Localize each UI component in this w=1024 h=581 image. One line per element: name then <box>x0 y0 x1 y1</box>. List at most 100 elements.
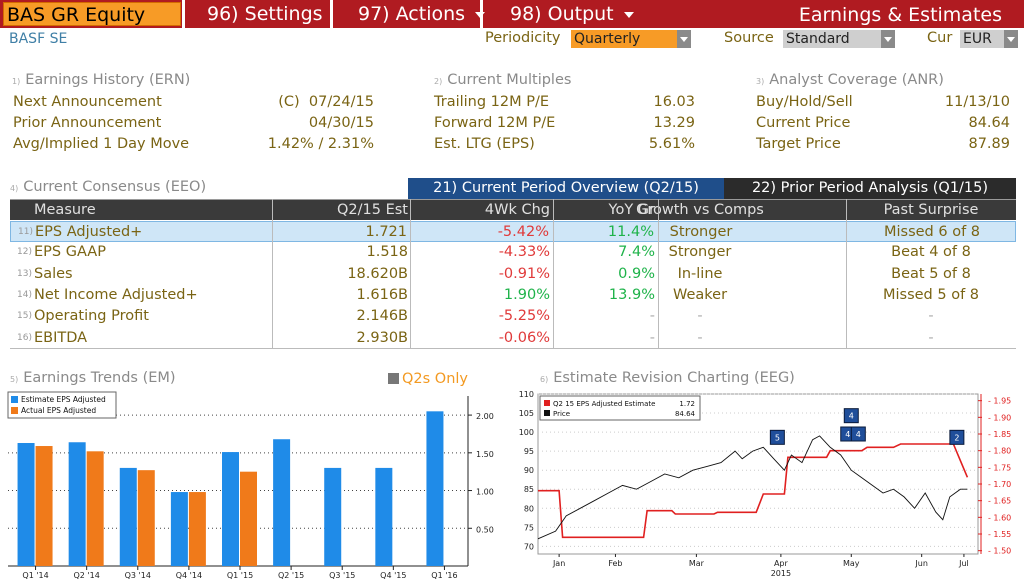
estimate-bar <box>375 467 393 566</box>
currency-label: Cur <box>927 30 953 46</box>
estimate-line <box>538 443 969 539</box>
estimate-cell: 18.620B <box>347 265 408 282</box>
column-header[interactable]: Past Surprise <box>883 202 979 218</box>
column-divider <box>272 199 273 348</box>
estimate-cell: 1.616B <box>356 286 408 303</box>
change-cell: -4.33% <box>498 244 550 261</box>
q2s-only-checkbox[interactable]: Q2s Only <box>388 371 468 387</box>
source-dropdown[interactable]: Standard <box>783 30 895 48</box>
column-header[interactable]: YoY Gr <box>608 202 655 218</box>
periodicity-dropdown[interactable]: Quarterly <box>571 30 691 48</box>
multiples-value: 16.03 <box>653 94 695 110</box>
table-row[interactable]: 12) EPS GAAP 1.518 -4.33% 7.4% Stronger Beat 4… <box>10 242 1016 263</box>
left-tick-label: 90 <box>524 466 534 475</box>
estimate-cell: 1.721 <box>365 224 407 240</box>
column-header[interactable]: 4Wk Chg <box>484 202 550 218</box>
growth-cell: - <box>697 308 703 325</box>
periodicity-label: Periodicity <box>485 30 561 46</box>
actual-bar <box>137 470 155 566</box>
actual-bar <box>86 451 104 566</box>
table-row[interactable]: 14) Net Income Adjusted+ 1.616B 1.90% 13.9% W… <box>10 285 1016 306</box>
column-divider <box>410 199 411 348</box>
row-number: 16) <box>17 332 32 343</box>
left-tick-label: 75 <box>524 523 534 532</box>
actual-bar <box>35 446 53 566</box>
actual-bar <box>240 471 257 566</box>
revision-marker <box>769 429 785 445</box>
history-label: Avg/Implied 1 Day Move <box>13 136 190 152</box>
y-tick-label: 1.50 <box>476 450 494 459</box>
chevron-down-icon[interactable] <box>1004 30 1018 48</box>
coverage-label: Target Price <box>756 136 841 152</box>
surprise-cell: Beat 4 of 8 <box>891 244 971 261</box>
earnings-trends-chart: 0.50 1.00 1.50 2.00 Q1 '14 Q2 '14 Q3 '14 Q4 '14… <box>7 391 494 580</box>
table-row[interactable]: 13) Sales 18.620B -0.91% 0.9% In-line Beat 5 o… <box>10 264 1016 285</box>
estimate-cell: 2.930B <box>356 329 408 346</box>
table-row[interactable]: 15) Operating Profit 2.146B -5.25% - - - <box>10 306 1016 327</box>
settings-menu[interactable]: 96) Settings <box>207 0 323 28</box>
x-tick-label: Mar <box>689 559 705 568</box>
currency-dropdown[interactable]: EUR <box>960 30 1018 48</box>
estimate-revision-heading[interactable]: 6) Estimate Revision Charting (EEG) <box>540 370 795 386</box>
estimate-bar <box>222 452 239 566</box>
earnings-trends-heading[interactable]: 5) Earnings Trends (EM) <box>10 370 176 386</box>
x-tick-label: Apr <box>774 559 789 568</box>
table-bottom-border <box>10 348 1016 349</box>
row-number: 11) <box>18 227 33 237</box>
actual-bar <box>188 492 206 566</box>
column-header[interactable]: Growth vs Comps <box>636 202 764 218</box>
section-number: 4) <box>10 184 19 193</box>
table-row[interactable]: 16) EBITDA 2.930B -0.06% - - - <box>10 328 1016 349</box>
right-tick-label: - 1.75 <box>988 463 1011 472</box>
x-tick-label: Q2 '14 <box>74 571 100 580</box>
output-menu[interactable]: 98) Output <box>510 0 634 28</box>
company-name: BASF SE <box>9 31 68 47</box>
section-number: 1) <box>12 77 21 86</box>
section-title: Estimate Revision Charting (EEG) <box>553 370 795 386</box>
column-header[interactable]: Q2/15 Est <box>337 202 408 218</box>
growth-cell: Stronger <box>669 224 733 240</box>
estimate-bar <box>68 442 86 566</box>
growth-cell: - <box>697 329 703 346</box>
surprise-cell: Missed 5 of 8 <box>882 286 980 303</box>
settings-label: 96) Settings <box>207 3 323 25</box>
earnings-history-heading[interactable]: 1) Earnings History (ERN) <box>12 72 190 88</box>
consensus-heading[interactable]: 4) Current Consensus (EEO) <box>10 179 206 195</box>
estimate-bar <box>17 443 35 566</box>
change-cell: -5.42% <box>497 224 549 240</box>
left-tick-label: 95 <box>524 447 534 456</box>
coverage-label: Current Price <box>756 115 851 131</box>
column-header[interactable]: Measure <box>34 202 96 218</box>
tab-prior-period[interactable]: 22) Prior Period Analysis (Q1/15) <box>724 178 1016 199</box>
right-tick-label: - 1.80 <box>988 447 1011 456</box>
history-value: (C) 07/24/15 <box>278 94 374 110</box>
yoy-cell: - <box>649 329 655 346</box>
right-tick-label: - 1.60 <box>988 513 1011 522</box>
estimate-bar <box>324 467 342 566</box>
estimate-cell: 2.146B <box>356 308 408 325</box>
section-title: Earnings History (ERN) <box>25 72 191 88</box>
measure-cell: Operating Profit <box>34 308 149 325</box>
right-tick-label: - 1.65 <box>988 497 1011 506</box>
change-cell: -0.91% <box>498 265 550 282</box>
actions-menu[interactable]: 97) Actions <box>358 0 486 28</box>
tab-current-period[interactable]: 21) Current Period Overview (Q2/15) <box>408 178 724 199</box>
section-number: 2) <box>434 77 443 86</box>
multiples-value: 5.61% <box>648 136 695 152</box>
chevron-down-icon[interactable] <box>677 30 691 48</box>
legend-value: 84.64 <box>675 410 696 418</box>
analyst-coverage-heading[interactable]: 3) Analyst Coverage (ANR) <box>756 72 944 88</box>
estimate-bar <box>426 411 444 566</box>
table-row[interactable]: 11) EPS Adjusted+ 1.721 -5.42% 11.4% Stronger… <box>10 221 1016 242</box>
measure-cell: Sales <box>34 265 73 282</box>
left-tick-label: 100 <box>519 428 534 437</box>
ticker-field[interactable]: BAS GR Equity <box>3 2 181 26</box>
section-number: 5) <box>10 375 19 384</box>
q2s-only-label: Q2s Only <box>402 371 469 387</box>
periodicity-value: Quarterly <box>574 31 641 47</box>
multiples-heading: 2) Current Multiples <box>434 72 571 88</box>
history-value: 04/30/15 <box>308 115 374 131</box>
column-divider <box>553 199 554 348</box>
chevron-down-icon[interactable] <box>881 30 895 48</box>
coverage-label: Buy/Hold/Sell <box>756 94 853 110</box>
